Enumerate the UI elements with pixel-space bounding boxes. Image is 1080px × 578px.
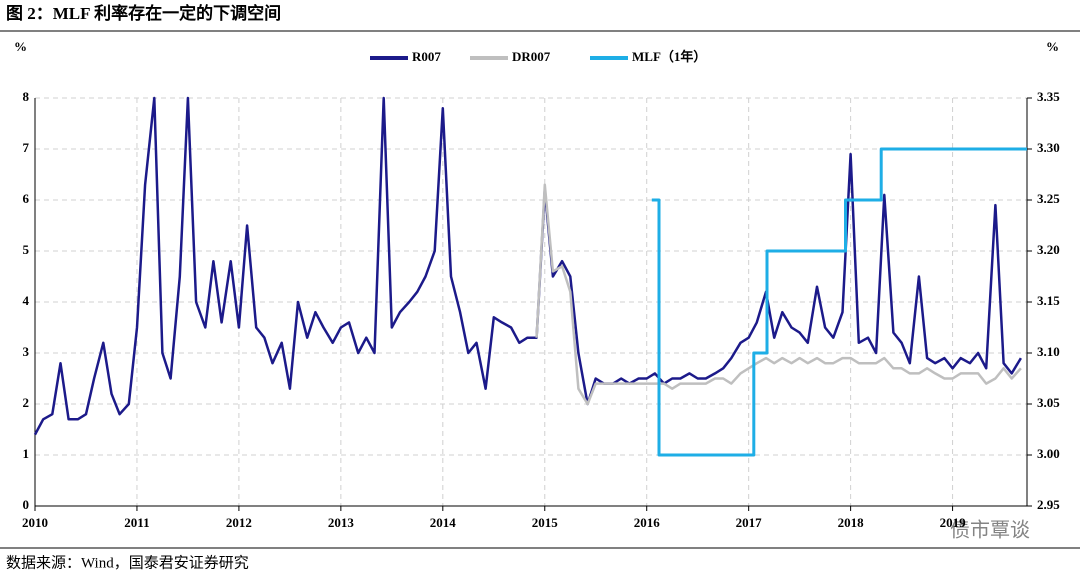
y-tick-label: 4 xyxy=(23,293,30,308)
x-tick-label: 2018 xyxy=(838,515,865,530)
series-line xyxy=(651,147,1027,457)
x-tick-label: 2011 xyxy=(124,515,149,530)
series-line xyxy=(535,183,1022,406)
y2-tick-label: 3.35 xyxy=(1037,89,1060,104)
y2-tick-label: 3.25 xyxy=(1037,191,1060,206)
y2-tick-label: 3.20 xyxy=(1037,242,1060,257)
legend-label: R007 xyxy=(412,49,441,64)
y-tick-label: 3 xyxy=(23,344,30,359)
x-tick-label: 2012 xyxy=(226,515,252,530)
y2-tick-label: 3.05 xyxy=(1037,395,1060,410)
chart-title: 图 2：MLF 利率存在一定的下调空间 xyxy=(6,3,281,23)
y-tick-label: 7 xyxy=(23,140,30,155)
y2-tick-label: 3.00 xyxy=(1037,446,1060,461)
y2-unit: % xyxy=(1046,39,1059,54)
y-unit: % xyxy=(14,39,27,54)
y-tick-label: 6 xyxy=(23,191,30,206)
y-tick-label: 1 xyxy=(23,446,30,461)
x-tick-label: 2014 xyxy=(430,515,457,530)
y-tick-label: 5 xyxy=(23,242,30,257)
y2-tick-label: 3.10 xyxy=(1037,344,1060,359)
y2-tick-label: 3.15 xyxy=(1037,293,1060,308)
y-tick-label: 8 xyxy=(23,89,30,104)
y2-tick-label: 3.30 xyxy=(1037,140,1060,155)
source: 数据来源：Wind，国泰君安证券研究 xyxy=(6,554,249,571)
y-tick-label: 2 xyxy=(23,395,30,410)
y2-tick-label: 2.95 xyxy=(1037,497,1060,512)
legend-label: MLF（1年） xyxy=(632,49,706,64)
watermark: 债市覃谈 xyxy=(950,519,1030,542)
x-tick-label: 2016 xyxy=(634,515,661,530)
x-tick-label: 2019 xyxy=(940,515,967,530)
series-line xyxy=(33,96,1022,436)
legend-label: DR007 xyxy=(512,49,551,64)
y-tick-label: 0 xyxy=(23,497,30,512)
x-tick-label: 2015 xyxy=(532,515,559,530)
x-tick-label: 2013 xyxy=(328,515,355,530)
x-tick-label: 2010 xyxy=(22,515,48,530)
x-tick-label: 2017 xyxy=(736,515,763,530)
